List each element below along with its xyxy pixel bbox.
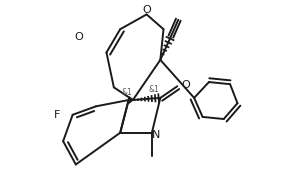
Text: F: F [54,110,60,120]
Text: O: O [181,80,190,90]
Polygon shape [129,97,133,103]
Text: O: O [75,32,83,42]
Text: &1: &1 [121,88,132,97]
Text: &1: &1 [149,85,159,94]
Text: O: O [142,5,151,15]
Text: N: N [152,130,160,140]
